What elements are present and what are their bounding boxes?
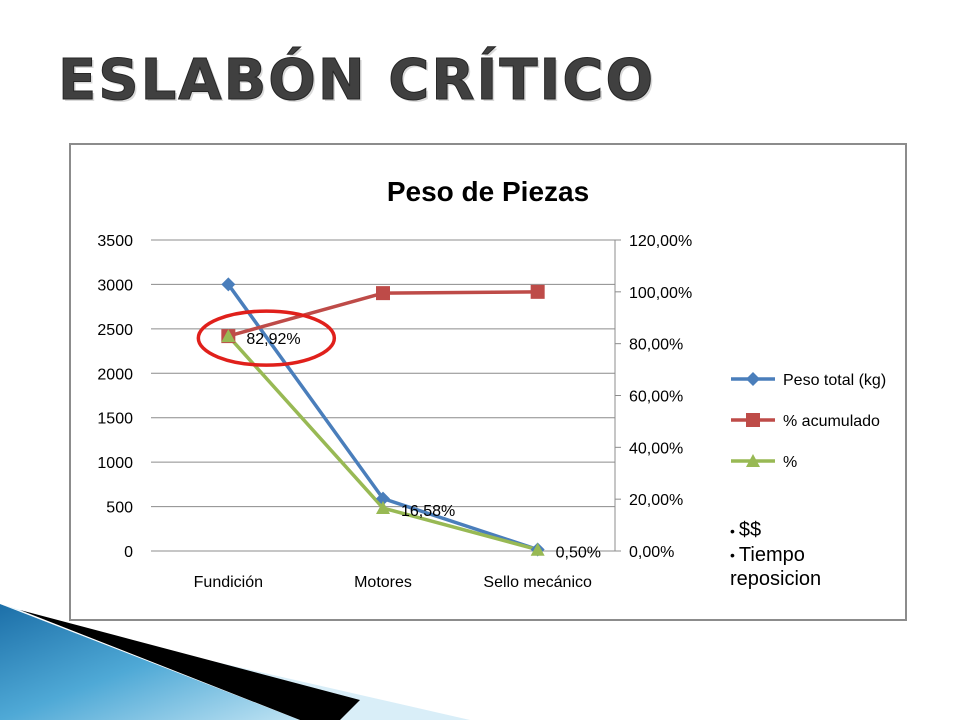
bullet-item: • Tiempo reposicion — [730, 543, 822, 591]
y-right-tick-label: 0,00% — [629, 544, 674, 561]
highlight-ellipse — [196, 309, 337, 367]
y-left-tick-label: 0 — [124, 544, 133, 561]
legend-marker — [746, 372, 760, 386]
y-right-tick-label: 20,00% — [629, 492, 683, 509]
data-point — [376, 491, 390, 506]
legend-label: Peso total (kg) — [783, 372, 886, 389]
y-right-tick-label: 120,00% — [629, 233, 692, 250]
y-left-tick-label: 1500 — [97, 411, 133, 428]
data-point — [376, 286, 390, 301]
y-right-tick-label: 60,00% — [629, 389, 683, 406]
y-left-tick-label: 2000 — [97, 366, 133, 383]
data-point — [530, 284, 545, 299]
y-left-tick-label: 3500 — [97, 233, 133, 250]
data-label: 82,92% — [246, 331, 300, 348]
y-right-tick-label: 40,00% — [629, 440, 683, 457]
pareto-chart: Peso de Piezas 0 500 1000 1500 2000 2500 3000 35… — [97, 176, 886, 591]
black-wedge — [20, 610, 360, 720]
data-point — [221, 329, 236, 343]
bullet-item: • $$ — [730, 519, 762, 541]
blue-wedge — [0, 604, 300, 720]
y-left-tick-label: 2500 — [97, 322, 133, 339]
chart-title: Peso de Piezas — [387, 176, 589, 207]
bullet-list: • $$ • Tiempo reposicion — [730, 518, 890, 591]
x-tick-label: Motores — [354, 574, 412, 591]
x-tick-label: Fundición — [194, 574, 263, 591]
y-right-tick-label: 80,00% — [629, 337, 683, 354]
legend-marker — [746, 413, 760, 427]
data-label: 16,58% — [401, 503, 455, 520]
bullet-text: $$ — [738, 519, 762, 541]
data-point — [530, 542, 545, 556]
y-left-tick-label: 3000 — [97, 277, 133, 294]
y-left-tick-label: 1000 — [97, 455, 133, 472]
legend-label: % acumulado — [783, 413, 880, 430]
y-right-tick-label: 100,00% — [629, 285, 692, 302]
bullet-text: Tiempo reposicion — [730, 543, 822, 591]
legend-marker — [746, 454, 760, 467]
data-point — [376, 501, 390, 515]
x-tick-label: Sello mecánico — [483, 574, 592, 591]
data-label: 0,50% — [556, 545, 601, 562]
legend-label: % — [783, 454, 797, 471]
data-point — [221, 277, 236, 292]
chart-frame: Peso de Piezas 0 500 1000 1500 2000 2500 3000 35… — [69, 143, 907, 621]
y-left-tick-label: 500 — [106, 500, 133, 517]
slide-title: ESLABÓN CRÍTICO — [57, 48, 656, 114]
